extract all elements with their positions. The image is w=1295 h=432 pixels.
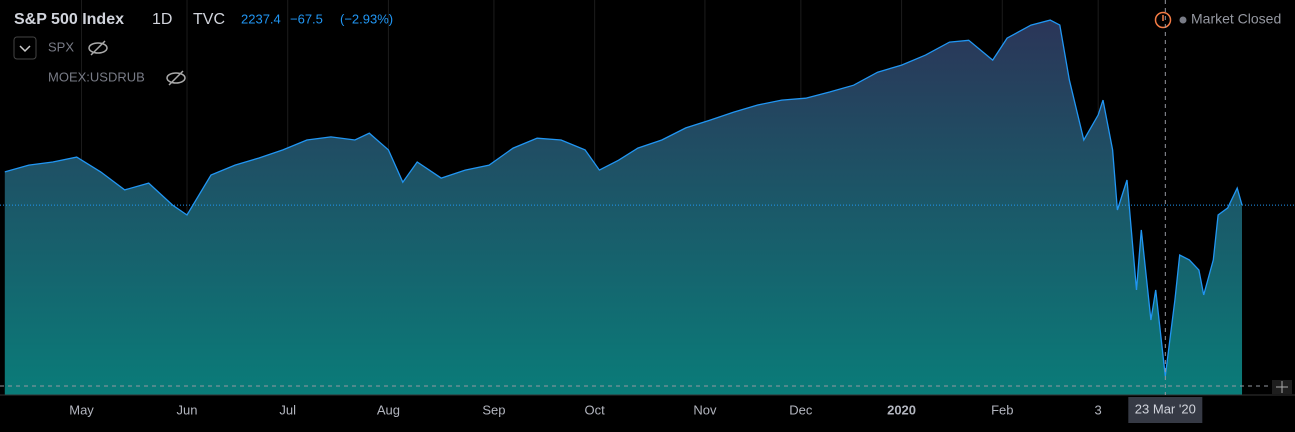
plus-icon [1276, 381, 1288, 393]
crosshair-label-bg [1128, 397, 1203, 423]
interval: 1D [152, 11, 172, 28]
x-tick-label: 2020 [887, 402, 916, 417]
change: −67.5 [290, 11, 323, 26]
last-price: 2237.4 [241, 11, 281, 26]
x-tick-label: Oct [585, 402, 606, 417]
x-tick-label: Dec [789, 402, 813, 417]
market-status: Market Closed [1191, 11, 1281, 27]
x-tick-label: Nov [693, 402, 717, 417]
hide-icon[interactable] [166, 70, 186, 86]
status-dot [1179, 16, 1187, 24]
collapse-button[interactable] [13, 36, 37, 60]
x-tick-label: 3 [1095, 402, 1102, 417]
source: TVC [193, 11, 225, 28]
area-fill [4, 20, 1243, 395]
legend-item: MOEX:USDRUB [48, 69, 145, 84]
x-tick-label: Sep [482, 402, 505, 417]
x-tick-label: May [69, 402, 94, 417]
alert-icon[interactable] [1154, 11, 1172, 29]
title: S&P 500 Index [14, 11, 124, 28]
x-tick-label: Jul [279, 402, 296, 417]
chevron-icon [19, 45, 31, 53]
crosshair-label: 23 Mar '20 [1135, 401, 1196, 416]
price-line [4, 19, 1243, 377]
x-tick-label: Jun [177, 402, 198, 417]
hide-icon[interactable] [88, 40, 108, 56]
change-pct: (−2.93%) [340, 11, 393, 26]
x-tick-label: Aug [377, 402, 400, 417]
x-tick-label: Feb [991, 402, 1013, 417]
legend-item: SPX [48, 39, 74, 54]
